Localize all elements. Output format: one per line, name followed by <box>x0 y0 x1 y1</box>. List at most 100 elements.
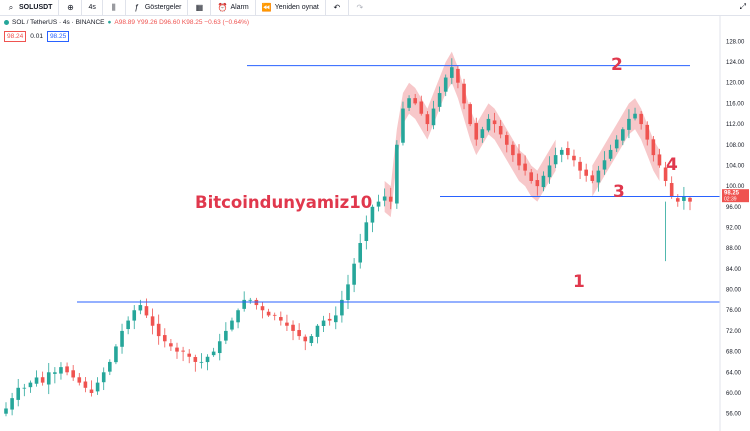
templates-button[interactable]: ▦ <box>188 0 212 15</box>
candle-body <box>462 83 466 104</box>
candle-body <box>395 144 399 204</box>
candle-body <box>602 160 607 170</box>
candle <box>101 367 106 391</box>
candle <box>633 107 637 121</box>
bid-price[interactable]: 98.24 <box>4 31 27 42</box>
candle-body <box>169 343 173 347</box>
candle <box>358 233 363 269</box>
candle-body <box>89 389 94 393</box>
y-tick-label: 92.00 <box>726 226 742 232</box>
y-tick-label: 96.00 <box>726 205 742 211</box>
candle <box>547 156 552 184</box>
undo-icon: ↶ <box>333 3 341 12</box>
y-tick-label: 88.00 <box>726 246 742 252</box>
candle <box>114 344 118 365</box>
candle <box>431 100 436 130</box>
annotation-label: 2 <box>611 55 623 75</box>
candle-body <box>4 408 8 414</box>
ask-price[interactable]: 98.25 <box>46 31 70 42</box>
right-tools: ⤢ <box>740 2 746 12</box>
y-tick-label: 76.00 <box>726 308 742 314</box>
candle <box>95 377 100 395</box>
candle <box>395 140 399 209</box>
candle <box>578 157 582 180</box>
candle <box>407 95 411 112</box>
candle <box>34 370 39 387</box>
candle-body <box>132 310 137 321</box>
symbol-search[interactable]: ⌕ SOLUSDT <box>0 0 60 15</box>
candle-body <box>260 306 265 311</box>
candle-body <box>309 336 314 343</box>
candle-body <box>248 299 253 301</box>
candle-body <box>627 118 631 130</box>
replay-button[interactable]: ⏪ Yeniden oynat <box>256 0 326 15</box>
alarm-button[interactable]: ⏰ Alarm <box>211 0 256 15</box>
y-tick-label: 84.00 <box>726 267 742 273</box>
candle-body <box>242 299 246 309</box>
symbol-label: SOLUSDT <box>19 4 53 11</box>
candle-body <box>468 104 472 125</box>
candle <box>669 176 674 199</box>
candle-body <box>419 101 424 114</box>
candle-body <box>59 367 63 374</box>
candle-body <box>596 170 601 183</box>
annotation-label: 4 <box>666 155 678 175</box>
candle-body <box>217 341 222 354</box>
candle-body <box>443 77 448 92</box>
y-tick-label: 124.00 <box>726 60 745 66</box>
candle-body <box>291 324 295 331</box>
candle-body <box>340 299 344 316</box>
candle <box>53 367 57 384</box>
undo-button[interactable]: ↶ <box>326 0 349 15</box>
candle <box>511 141 515 162</box>
candle <box>303 334 308 351</box>
candle <box>59 362 63 380</box>
candle-body <box>437 93 442 107</box>
candle <box>346 274 350 309</box>
candle <box>175 342 179 359</box>
pattern-band <box>464 87 556 202</box>
candle <box>205 354 210 371</box>
candle-body <box>578 161 582 171</box>
candle-body <box>358 243 363 263</box>
candle <box>333 306 338 330</box>
y-tick-label: 104.00 <box>726 163 745 169</box>
candle-body <box>669 183 674 197</box>
candle-body <box>108 361 112 372</box>
currency-label[interactable]: USDT <box>730 20 747 26</box>
candle-body <box>492 120 497 125</box>
candle-body <box>71 370 75 378</box>
candle <box>156 314 161 345</box>
candle-body <box>266 311 271 316</box>
grid-icon: ▦ <box>195 3 204 12</box>
interval-button[interactable]: 4s <box>82 0 103 15</box>
candle-body <box>553 155 558 165</box>
candle-body <box>16 387 21 400</box>
alarm-label: Alarm <box>230 4 249 11</box>
candle-body <box>126 320 130 330</box>
compare-button[interactable]: ⊕ <box>59 0 83 15</box>
candle-body <box>22 387 27 389</box>
candle <box>480 126 485 143</box>
candle-body <box>401 108 405 143</box>
candle <box>468 102 472 127</box>
chart-type-button[interactable]: ⫼ <box>103 0 126 15</box>
candle <box>291 320 295 341</box>
candle-body <box>450 67 454 78</box>
candle <box>340 290 344 323</box>
last-price-box <box>722 189 749 203</box>
candle <box>285 314 289 332</box>
legend-ohlc: A98.89 Y99.26 D96.60 K98.25 −0.63 (−0.64… <box>114 19 250 26</box>
candle <box>596 165 601 192</box>
maximize-icon[interactable]: ⤢ <box>739 2 746 11</box>
candle-body <box>541 175 546 188</box>
candle-body <box>205 356 210 363</box>
candle <box>199 353 204 369</box>
annotations: 1 2 3 4 Bitcoindunyamiz10 <box>195 55 678 292</box>
y-tick-label: 120.00 <box>726 81 745 87</box>
redo-button[interactable]: ↷ <box>349 0 371 15</box>
indicators-button[interactable]: ƒ Göstergeler <box>126 0 189 15</box>
candle <box>498 120 503 139</box>
alarm-clock-icon: ⏰ <box>217 3 228 12</box>
